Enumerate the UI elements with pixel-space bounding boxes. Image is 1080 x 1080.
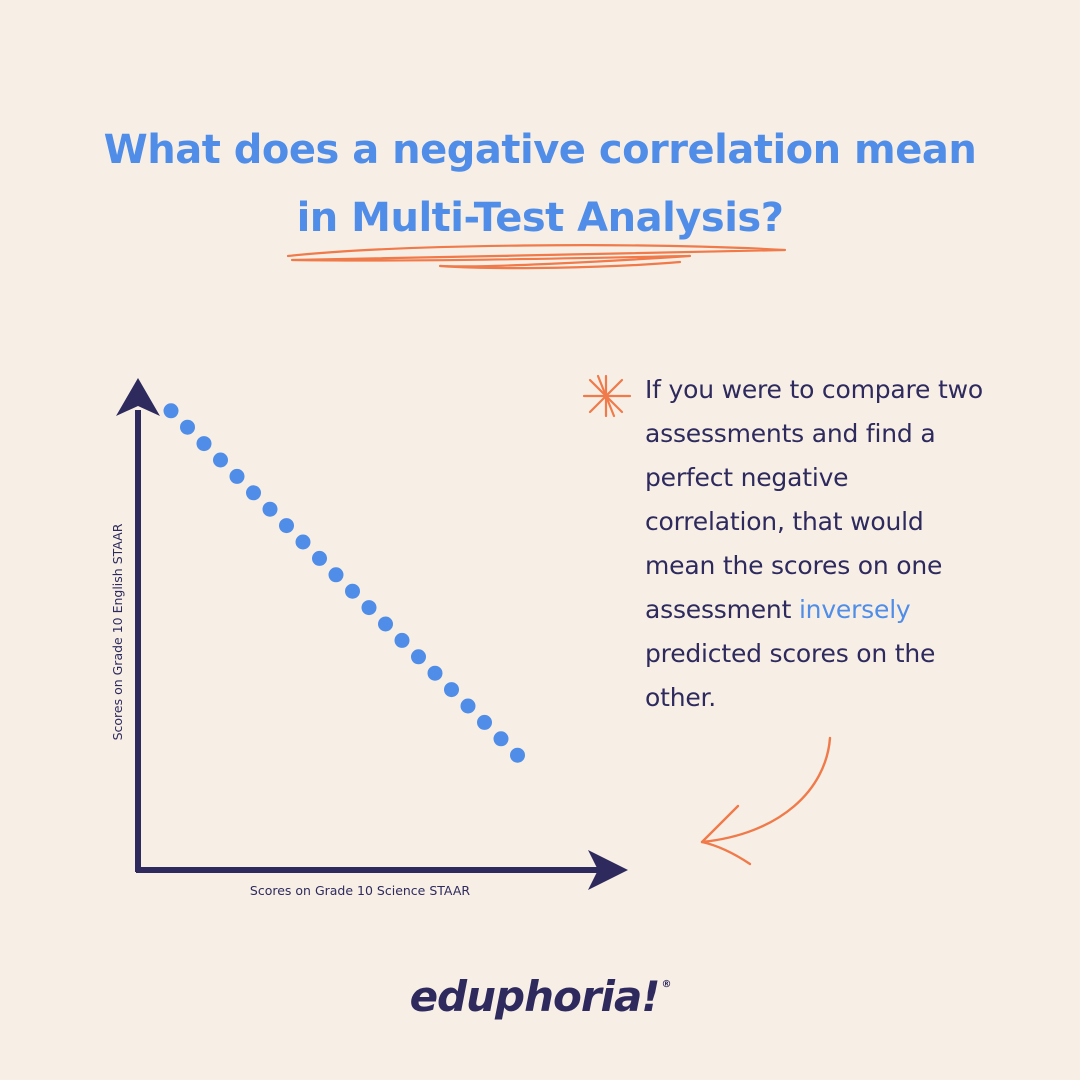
x-axis-arrowhead: [588, 850, 628, 890]
data-point: [262, 501, 278, 517]
data-point: [328, 567, 344, 583]
data-point: [411, 649, 426, 665]
data-point: [180, 419, 195, 435]
callout-text-start: If you were to compare two assessments a…: [645, 375, 983, 624]
callout-highlight: inversely: [798, 595, 911, 624]
data-point: [394, 632, 410, 648]
page-title: What does a negative correlation mean in…: [0, 116, 1080, 252]
data-points: [163, 403, 525, 763]
data-point: [477, 714, 492, 730]
callout-text: If you were to compare two assessments a…: [645, 368, 990, 720]
data-point: [312, 550, 327, 566]
title-line-2: in Multi-Test Analysis?: [296, 195, 784, 241]
data-point: [510, 747, 525, 763]
registered-mark: ®: [661, 979, 671, 990]
x-axis-label: Scores on Grade 10 Science STAAR: [250, 883, 470, 898]
data-point: [163, 403, 179, 419]
title-line-1: What does a negative correlation mean: [103, 127, 977, 173]
curved-arrow-icon: [700, 736, 832, 866]
data-point: [246, 485, 261, 501]
data-point: [460, 698, 476, 714]
data-point: [213, 452, 228, 468]
scribble-underline: [286, 244, 787, 270]
data-point: [378, 616, 393, 632]
data-point: [196, 436, 212, 452]
data-point: [345, 583, 360, 599]
brand-logo: eduphoria! ®: [0, 972, 1080, 1021]
asterisk-star-icon: [582, 374, 632, 418]
data-point: [427, 665, 443, 681]
data-point: [493, 731, 509, 747]
y-axis-label: Scores on Grade 10 English STAAR: [110, 523, 125, 740]
data-point: [295, 534, 311, 550]
data-point: [361, 600, 377, 616]
chart-axes: [116, 378, 628, 890]
data-point: [229, 468, 245, 484]
y-axis-arrowhead: [116, 378, 160, 416]
data-point: [444, 682, 459, 698]
data-point: [279, 518, 294, 534]
brand-name: eduphoria!: [409, 972, 661, 1021]
callout-text-end: predicted scores on the other.: [645, 639, 936, 712]
